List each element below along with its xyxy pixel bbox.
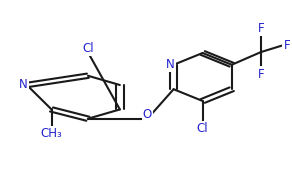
Text: Cl: Cl [197,122,208,135]
Text: N: N [19,79,28,91]
Text: N: N [166,58,175,71]
Text: F: F [258,67,264,81]
Text: F: F [258,22,264,35]
Text: Cl: Cl [82,42,94,55]
Text: CH₃: CH₃ [41,127,62,140]
Text: F: F [284,39,290,52]
Text: O: O [143,108,152,121]
